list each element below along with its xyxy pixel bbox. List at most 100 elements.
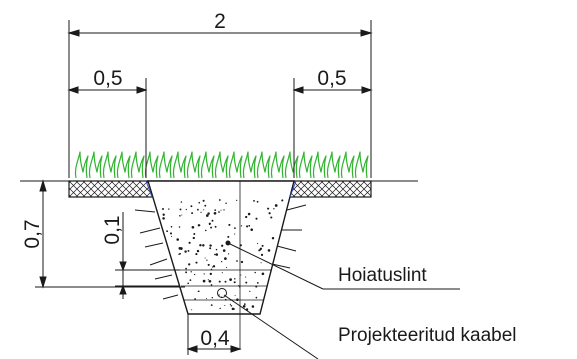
dimension-top-width-label: 2 [214, 10, 226, 33]
sand-speck [218, 199, 221, 201]
sand-speck [236, 260, 238, 262]
sand-speck [261, 272, 265, 276]
sand-speck [247, 212, 251, 216]
dimension-right-offset-label: 0,5 [317, 67, 346, 90]
sand-speck [179, 252, 181, 255]
grass-tuft [200, 151, 215, 179]
sand-speck [223, 209, 225, 211]
sand-speck [267, 249, 271, 252]
sand-speck [208, 224, 211, 226]
sand-speck [212, 265, 216, 268]
dimension-depth-label: 0,7 [21, 219, 44, 248]
sand-speck [257, 243, 259, 245]
sand-speck [198, 201, 201, 204]
sand-speck [242, 304, 246, 308]
sand-speck [245, 281, 248, 284]
sand-speck [234, 233, 236, 235]
leader-planned-cable [223, 294, 319, 359]
sand-speck [227, 235, 230, 238]
sand-speck [162, 208, 164, 210]
sand-speck [210, 304, 213, 306]
sand-speck [193, 273, 196, 276]
sand-speck [240, 274, 242, 276]
dimension-tape-depth-label: 0,1 [101, 215, 124, 244]
sand-speck [204, 257, 206, 259]
sand-speck [248, 224, 250, 227]
sand-speck [240, 225, 243, 227]
sand-speck [225, 202, 227, 204]
sand-speck [209, 272, 212, 276]
sand-speck [220, 209, 222, 211]
sand-speck [185, 267, 187, 270]
sand-speck [187, 282, 190, 285]
sand-speck [228, 223, 231, 226]
sand-speck [207, 263, 210, 266]
planned-cable-label: Projekteeritud kaabel [338, 325, 517, 346]
sand-speck [214, 209, 217, 211]
grass-tuft [228, 151, 243, 179]
sand-speck [191, 212, 194, 215]
sand-speck [184, 250, 187, 253]
trench-slope-right [289, 180, 297, 198]
sand-speck [267, 207, 270, 210]
sand-speck [191, 309, 193, 311]
sand-speck [193, 233, 196, 235]
sand-speck [211, 266, 214, 268]
dimension-right-offset [292, 78, 373, 178]
sand-speck [255, 296, 258, 299]
sand-speck [215, 248, 218, 251]
sand-speck [246, 225, 249, 228]
sand-speck [202, 279, 206, 283]
grass-tuft [74, 151, 89, 179]
sand-speck [224, 257, 227, 260]
sand-speck [197, 290, 200, 293]
sand-speck [213, 211, 217, 215]
sand-speck [168, 208, 170, 210]
sand-speck [229, 278, 232, 281]
sand-speck [250, 228, 253, 231]
dimension-depth [35, 179, 185, 289]
sand-speck [187, 249, 190, 252]
grass-tuft [102, 151, 117, 179]
sand-speck [229, 303, 232, 306]
sand-speck [211, 296, 214, 299]
grass-tuft [354, 151, 369, 179]
grass-tuft [116, 151, 131, 179]
grass-tuft [144, 151, 159, 179]
dimension-tape-depth [115, 212, 180, 299]
sand-speck [195, 261, 198, 264]
sand-speck [221, 272, 223, 274]
soil-ticks-left [134, 209, 179, 300]
sand-speck [218, 280, 221, 283]
sand-speck [198, 224, 201, 227]
sand-speck [189, 279, 192, 282]
sand-speck [170, 225, 173, 228]
sand-speck [190, 271, 192, 273]
sand-speck [218, 294, 220, 296]
sand-speck [231, 307, 235, 311]
sand-speck [197, 208, 199, 211]
leader-warning-tape [227, 242, 460, 290]
sand-speck [274, 204, 278, 207]
sand-speck [224, 304, 226, 307]
sand-speck [194, 298, 196, 300]
grass-tuft [130, 151, 145, 179]
sand-speck [216, 253, 219, 256]
dimension-left-offset-label: 0,5 [93, 67, 122, 90]
sand-speck [271, 236, 275, 240]
sand-speck [195, 253, 198, 256]
sand-speck [207, 279, 209, 281]
sand-speck [256, 200, 259, 203]
sand-speck [178, 226, 181, 228]
grass-tuft [326, 151, 341, 179]
sand-speck [211, 219, 214, 222]
sand-speck [162, 217, 165, 220]
sand-speck [260, 253, 264, 257]
sand-speck [176, 238, 179, 241]
sand-speck [254, 271, 256, 274]
sand-speck [270, 216, 273, 219]
dimension-bottom-width [186, 314, 242, 355]
sand-speck [258, 250, 260, 252]
sand-speck [206, 259, 208, 261]
